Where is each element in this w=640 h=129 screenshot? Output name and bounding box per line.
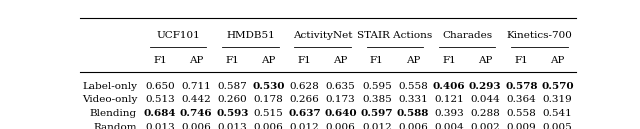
Text: 0.541: 0.541	[543, 109, 572, 118]
Text: 0.002: 0.002	[470, 123, 500, 129]
Text: 0.635: 0.635	[326, 82, 356, 91]
Text: 0.570: 0.570	[541, 82, 573, 91]
Text: AP: AP	[333, 56, 348, 65]
Text: Video-only: Video-only	[82, 95, 137, 104]
Text: F1: F1	[370, 56, 384, 65]
Text: 0.331: 0.331	[398, 95, 428, 104]
Text: F1: F1	[298, 56, 312, 65]
Text: 0.013: 0.013	[145, 123, 175, 129]
Text: Kinetics-700: Kinetics-700	[506, 31, 572, 40]
Text: F1: F1	[225, 56, 239, 65]
Text: 0.266: 0.266	[290, 95, 319, 104]
Text: 0.746: 0.746	[180, 109, 212, 118]
Text: 0.393: 0.393	[434, 109, 464, 118]
Text: 0.530: 0.530	[252, 82, 285, 91]
Text: HMDB51: HMDB51	[226, 31, 275, 40]
Text: F1: F1	[153, 56, 167, 65]
Text: AP: AP	[550, 56, 564, 65]
Text: 0.009: 0.009	[506, 123, 536, 129]
Text: 0.650: 0.650	[145, 82, 175, 91]
Text: 0.558: 0.558	[506, 109, 536, 118]
Text: 0.595: 0.595	[362, 82, 392, 91]
Text: 0.578: 0.578	[505, 82, 538, 91]
Text: 0.006: 0.006	[326, 123, 356, 129]
Text: 0.044: 0.044	[470, 95, 500, 104]
Text: 0.006: 0.006	[398, 123, 428, 129]
Text: 0.319: 0.319	[543, 95, 572, 104]
Text: 0.515: 0.515	[253, 109, 284, 118]
Text: 0.513: 0.513	[145, 95, 175, 104]
Text: 0.121: 0.121	[434, 95, 464, 104]
Text: 0.006: 0.006	[181, 123, 211, 129]
Text: 0.012: 0.012	[290, 123, 319, 129]
Text: Charades: Charades	[442, 31, 492, 40]
Text: 0.288: 0.288	[470, 109, 500, 118]
Text: 0.293: 0.293	[469, 82, 502, 91]
Text: F1: F1	[515, 56, 528, 65]
Text: 0.588: 0.588	[397, 109, 429, 118]
Text: 0.013: 0.013	[218, 123, 247, 129]
Text: ActivityNet: ActivityNet	[293, 31, 353, 40]
Text: 0.260: 0.260	[218, 95, 247, 104]
Text: 0.597: 0.597	[360, 109, 393, 118]
Text: Random: Random	[93, 123, 137, 129]
Text: 0.385: 0.385	[362, 95, 392, 104]
Text: 0.684: 0.684	[144, 109, 176, 118]
Text: 0.005: 0.005	[543, 123, 572, 129]
Text: AP: AP	[406, 56, 420, 65]
Text: AP: AP	[261, 56, 276, 65]
Text: F1: F1	[442, 56, 456, 65]
Text: Label-only: Label-only	[82, 82, 137, 91]
Text: 0.628: 0.628	[290, 82, 319, 91]
Text: 0.004: 0.004	[434, 123, 464, 129]
Text: 0.593: 0.593	[216, 109, 248, 118]
Text: UCF101: UCF101	[156, 31, 200, 40]
Text: 0.173: 0.173	[326, 95, 356, 104]
Text: 0.406: 0.406	[433, 82, 465, 91]
Text: 0.012: 0.012	[362, 123, 392, 129]
Text: STAIR Actions: STAIR Actions	[357, 31, 433, 40]
Text: 0.364: 0.364	[506, 95, 536, 104]
Text: 0.442: 0.442	[181, 95, 211, 104]
Text: AP: AP	[478, 56, 492, 65]
Text: 0.558: 0.558	[398, 82, 428, 91]
Text: 0.711: 0.711	[181, 82, 211, 91]
Text: Blending: Blending	[90, 109, 137, 118]
Text: 0.006: 0.006	[253, 123, 284, 129]
Text: 0.640: 0.640	[324, 109, 357, 118]
Text: 0.178: 0.178	[253, 95, 284, 104]
Text: 0.587: 0.587	[218, 82, 247, 91]
Text: AP: AP	[189, 56, 204, 65]
Text: 0.637: 0.637	[288, 109, 321, 118]
